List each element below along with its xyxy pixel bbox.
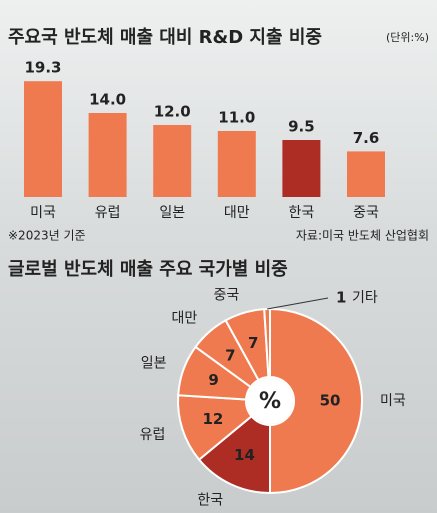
bar — [217, 131, 256, 197]
slice — [263, 307, 271, 379]
value-label: 9.5 — [288, 118, 315, 136]
bar — [347, 151, 385, 197]
source: 자료:미국 반도체 산업협회 — [296, 229, 429, 243]
unit: (단위:%) — [386, 31, 429, 44]
category-label: 대만 — [171, 310, 197, 326]
category-label: 기타 — [352, 290, 378, 306]
category-label: 대만 — [224, 205, 250, 221]
category-label: 한국 — [197, 493, 223, 509]
category-label: 일본 — [141, 356, 167, 372]
category-label: 일본 — [159, 205, 185, 221]
value-label: 14 — [234, 446, 255, 464]
category-label: 한국 — [289, 205, 315, 221]
value-label: 7 — [248, 334, 258, 352]
bar — [24, 81, 62, 197]
category-label: 유럽 — [140, 427, 166, 443]
bar-title: 주요국 반도체 매출 대비 R&D 지출 비중 — [8, 27, 322, 48]
value-label: 11.0 — [218, 109, 255, 127]
category-label: 미국 — [380, 393, 406, 409]
value-label: 7.6 — [353, 129, 380, 147]
bar — [88, 113, 127, 197]
slice — [269, 307, 363, 495]
center-hole — [247, 378, 293, 424]
category-label: 중국 — [214, 287, 240, 303]
category-label: 미국 — [30, 205, 56, 221]
value-label: 50 — [320, 392, 341, 410]
category-label: 유럽 — [95, 205, 121, 221]
category-label: 중국 — [353, 205, 379, 221]
value-label: 19.3 — [24, 59, 61, 77]
leader-line — [267, 297, 329, 310]
value-label: 12 — [202, 410, 223, 428]
value-label: 1 — [336, 289, 346, 307]
value-label: 14.0 — [89, 91, 126, 109]
value-label: 12.0 — [154, 103, 191, 121]
note: ※2023년 기준 — [8, 229, 86, 243]
value-label: 9 — [208, 371, 218, 389]
bar — [153, 125, 192, 197]
slice — [197, 414, 271, 495]
value-label: 7 — [225, 346, 235, 364]
bar — [282, 140, 321, 197]
pie-title: 글로벌 반도체 매출 주요 국가별 비중 — [8, 259, 288, 280]
center-label: % — [259, 389, 281, 414]
